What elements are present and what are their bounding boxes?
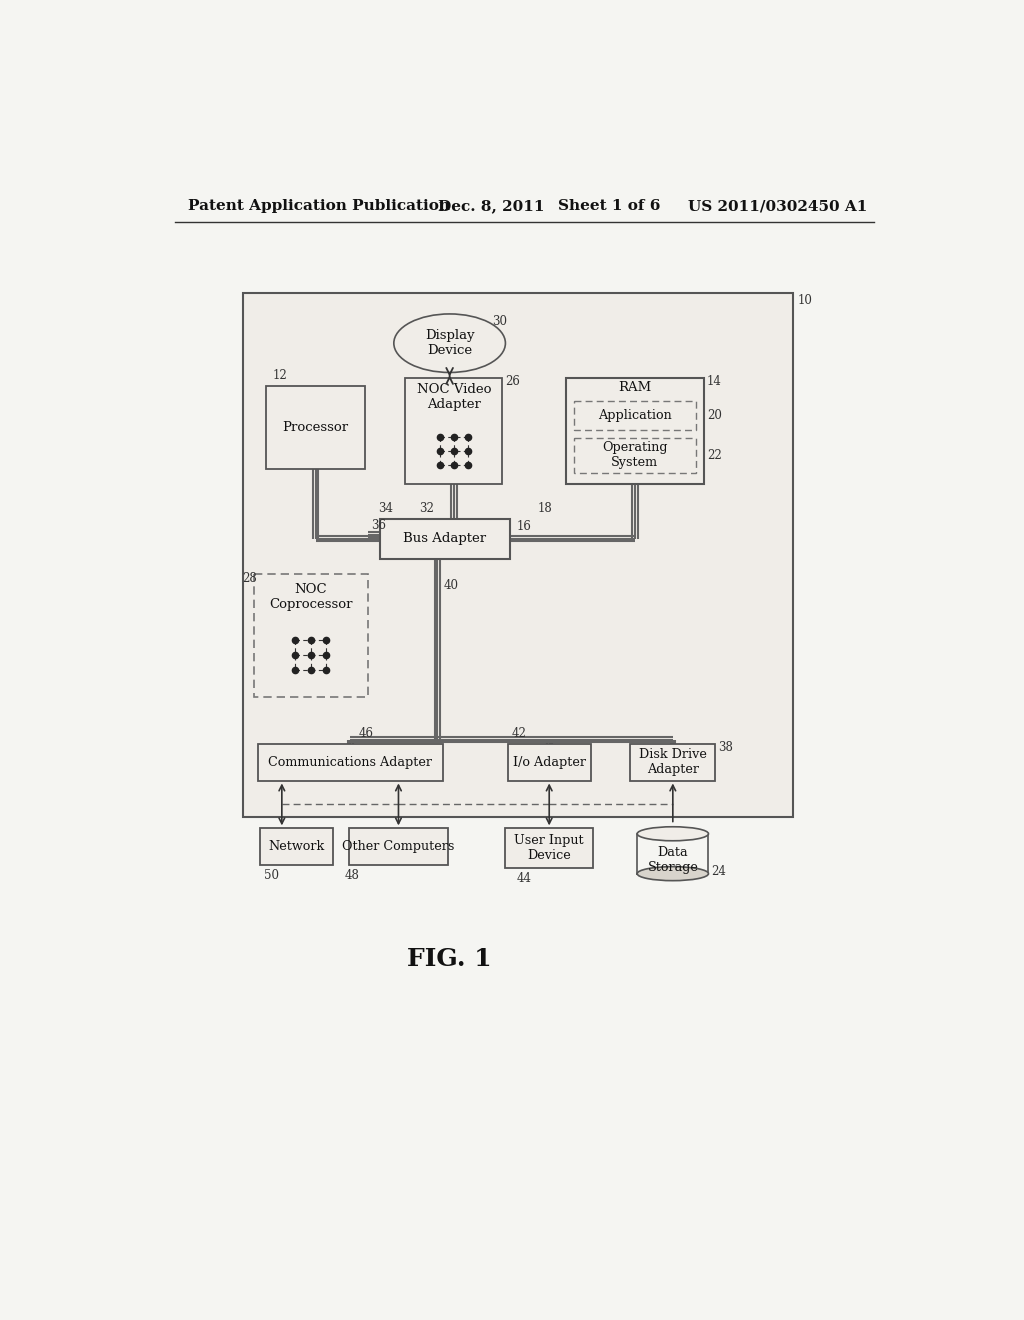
Text: Disk Drive
Adapter: Disk Drive Adapter [639,748,707,776]
Text: 28: 28 [242,572,257,585]
Ellipse shape [637,867,709,880]
Ellipse shape [637,826,709,841]
Text: 10: 10 [798,294,812,308]
Bar [630,743,716,780]
Text: 50: 50 [263,869,279,882]
Text: 40: 40 [443,579,459,593]
Bar [573,401,696,430]
Text: US 2011/0302450 A1: US 2011/0302450 A1 [687,199,867,213]
Text: NOC Video
Adapter: NOC Video Adapter [417,383,492,411]
Text: 18: 18 [538,502,552,515]
Bar [349,829,449,866]
Text: 22: 22 [707,449,722,462]
Text: Bus Adapter: Bus Adapter [403,532,486,545]
Bar [254,574,369,697]
Text: 42: 42 [512,727,526,741]
Text: 14: 14 [707,375,722,388]
Text: 46: 46 [358,727,373,741]
Bar [380,519,510,558]
Bar [260,829,334,866]
Text: 30: 30 [493,315,507,329]
Text: Application: Application [598,409,672,422]
Text: 48: 48 [345,869,359,882]
Bar [506,829,593,869]
Text: 36: 36 [372,519,386,532]
Text: 34: 34 [378,502,393,515]
Text: 24: 24 [712,865,726,878]
Text: 32: 32 [419,502,433,515]
Text: Data
Storage: Data Storage [647,846,698,874]
Text: Other Computers: Other Computers [342,841,455,853]
Text: Sheet 1 of 6: Sheet 1 of 6 [558,199,660,213]
Text: Processor: Processor [283,421,348,434]
Text: I/o Adapter: I/o Adapter [513,755,586,768]
Bar [266,385,366,469]
Text: Network: Network [268,841,325,853]
Bar [573,438,696,473]
Text: NOC
Coprocessor: NOC Coprocessor [269,583,352,611]
Text: 44: 44 [517,871,532,884]
Text: 20: 20 [707,409,722,422]
Text: Communications Adapter: Communications Adapter [268,755,432,768]
Text: 38: 38 [719,741,733,754]
Text: User Input
Device: User Input Device [514,834,584,862]
Text: 16: 16 [516,520,531,533]
Text: 12: 12 [272,370,287,381]
Bar [406,378,503,484]
Ellipse shape [394,314,506,372]
Bar [508,743,592,780]
Text: Display
Device: Display Device [425,329,474,358]
Bar [566,378,703,484]
Text: Dec. 8, 2011: Dec. 8, 2011 [438,199,545,213]
Text: FIG. 1: FIG. 1 [408,948,492,972]
Bar [243,293,793,817]
Bar [258,743,442,780]
Text: 26: 26 [506,375,520,388]
Text: Patent Application Publication: Patent Application Publication [188,199,451,213]
Text: Operating
System: Operating System [602,441,668,469]
Text: RAM: RAM [618,381,651,395]
